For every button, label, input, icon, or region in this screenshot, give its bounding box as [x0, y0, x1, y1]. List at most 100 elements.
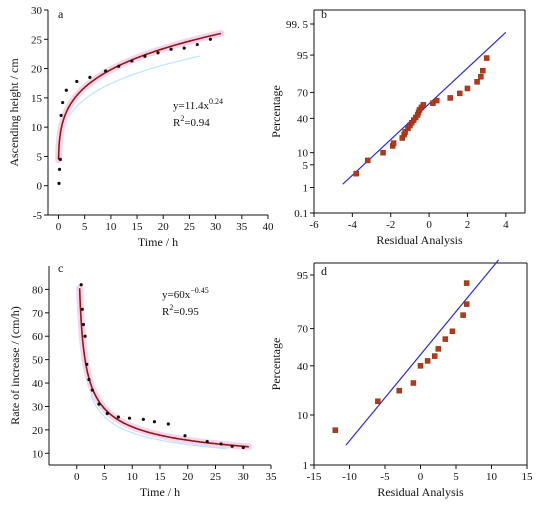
data-point [457, 90, 463, 97]
data-point [88, 75, 92, 79]
x-tick-label: 10 [105, 221, 117, 233]
x-tick-label: 15 [522, 471, 534, 483]
x-tick-label: -5 [380, 471, 390, 483]
data-point [130, 59, 134, 63]
reference-line [345, 259, 500, 446]
data-point [81, 322, 86, 327]
r-squared-value: =0.95 [173, 306, 199, 318]
data-point [105, 411, 109, 416]
fit-equation-exponent: 0.24 [209, 97, 223, 106]
data-point [424, 358, 431, 364]
data-point [143, 54, 147, 58]
data-point [463, 280, 470, 286]
data-point [87, 377, 91, 382]
x-tick-label: -4 [348, 219, 358, 231]
data-point [478, 73, 484, 80]
fit-curve [78, 288, 249, 448]
x-axis-title: Time / h [138, 235, 178, 249]
data-point [449, 328, 456, 335]
data-point [57, 167, 62, 171]
data-point [127, 416, 132, 420]
x-tick-label: 0 [56, 221, 62, 233]
y-tick-label: 99. 5 [286, 19, 309, 31]
y-tick-label: 40 [297, 361, 309, 373]
data-point [57, 181, 61, 185]
data-point [464, 85, 471, 92]
r-squared: R2=0.94 [173, 114, 210, 129]
y-tick-label: 30 [31, 5, 43, 17]
y-tick-label: 15 [31, 93, 43, 105]
data-point [208, 37, 212, 41]
data-point [90, 388, 94, 392]
panel-label: d [321, 264, 327, 278]
x-tick-label: 0 [426, 219, 432, 231]
fit-equation-exponent: −0.45 [190, 286, 209, 295]
y-tick-label: 70 [297, 324, 309, 336]
data-point [169, 47, 173, 51]
r-squared-superscript: 2 [169, 303, 173, 312]
data-point [152, 420, 157, 424]
data-point [402, 129, 408, 135]
y-axis-title: Rate of increase / (cm/h) [8, 306, 22, 425]
y-tick-label: 50 [32, 355, 44, 367]
r-squared: R2=0.95 [162, 303, 199, 318]
x-tick-label: 4 [503, 219, 509, 231]
y-tick-label: 70 [32, 308, 44, 320]
data-point [83, 334, 87, 338]
data-point [380, 149, 386, 156]
fit-equation-base: y=60x [162, 289, 191, 301]
x-tick-label: 2 [465, 219, 471, 231]
data-point [241, 445, 245, 450]
fit-equation-base: y=11.4x [173, 100, 210, 112]
y-tick-label: 0.1 [294, 208, 308, 220]
x-tick-label: -6 [309, 219, 319, 231]
data-point [447, 95, 453, 101]
data-point [460, 312, 466, 318]
panel-a: a 0 5 10 15 20 25 30 35 40 -5 0 5 10 15 20 25 30 Time / h A… [7, 5, 274, 249]
y-tick-label: 40 [32, 378, 44, 390]
x-axis-title: Residual Analysis [376, 233, 463, 247]
y-axis-title: Ascending height / cm [7, 58, 21, 167]
data-point [434, 97, 440, 104]
y-tick-label: 1 [303, 183, 309, 195]
y-tick-label: 5 [37, 151, 43, 163]
data-point [75, 79, 79, 84]
x-tick-label: 0 [418, 471, 424, 483]
data-point [61, 100, 65, 105]
data-point [364, 157, 371, 164]
data-point [230, 444, 234, 448]
data-point [375, 398, 381, 405]
r-squared-symbol: R [173, 117, 181, 129]
data-point [435, 346, 441, 352]
x-tick-label: 25 [210, 471, 222, 483]
data-point [141, 417, 145, 421]
x-tick-label: 15 [132, 221, 144, 233]
r-squared-superscript: 2 [180, 114, 184, 123]
data-point [219, 442, 223, 446]
panel-d: d -15 -10 -5 0 5 10 15 1 10 40 70 95 Residual Analysi… [269, 259, 534, 499]
y-tick-label: 60 [32, 331, 44, 343]
panel-label: a [58, 7, 64, 21]
x-tick-label: 35 [266, 471, 278, 483]
x-tick-label: 0 [74, 471, 80, 483]
x-tick-label: 10 [486, 471, 498, 483]
x-axis-title: Residual Analysis [377, 485, 464, 499]
data-point [390, 140, 397, 146]
x-tick-label: -15 [307, 471, 322, 483]
data-point [195, 42, 199, 47]
data-point [64, 88, 68, 92]
x-tick-label: 40 [263, 221, 275, 233]
y-tick-label: 95 [297, 270, 309, 282]
data-point [417, 363, 424, 369]
data-point [463, 301, 470, 307]
fit-curve-ghost [68, 55, 201, 117]
data-point [183, 434, 187, 438]
data-point [79, 283, 83, 287]
fit-curve [57, 32, 222, 160]
y-tick-label: 10 [297, 410, 309, 422]
fit-equation: y=11.4x0.24 [173, 97, 223, 112]
panel-label: c [58, 261, 63, 275]
y-tick-label: 20 [31, 64, 43, 76]
data-point [410, 380, 417, 386]
